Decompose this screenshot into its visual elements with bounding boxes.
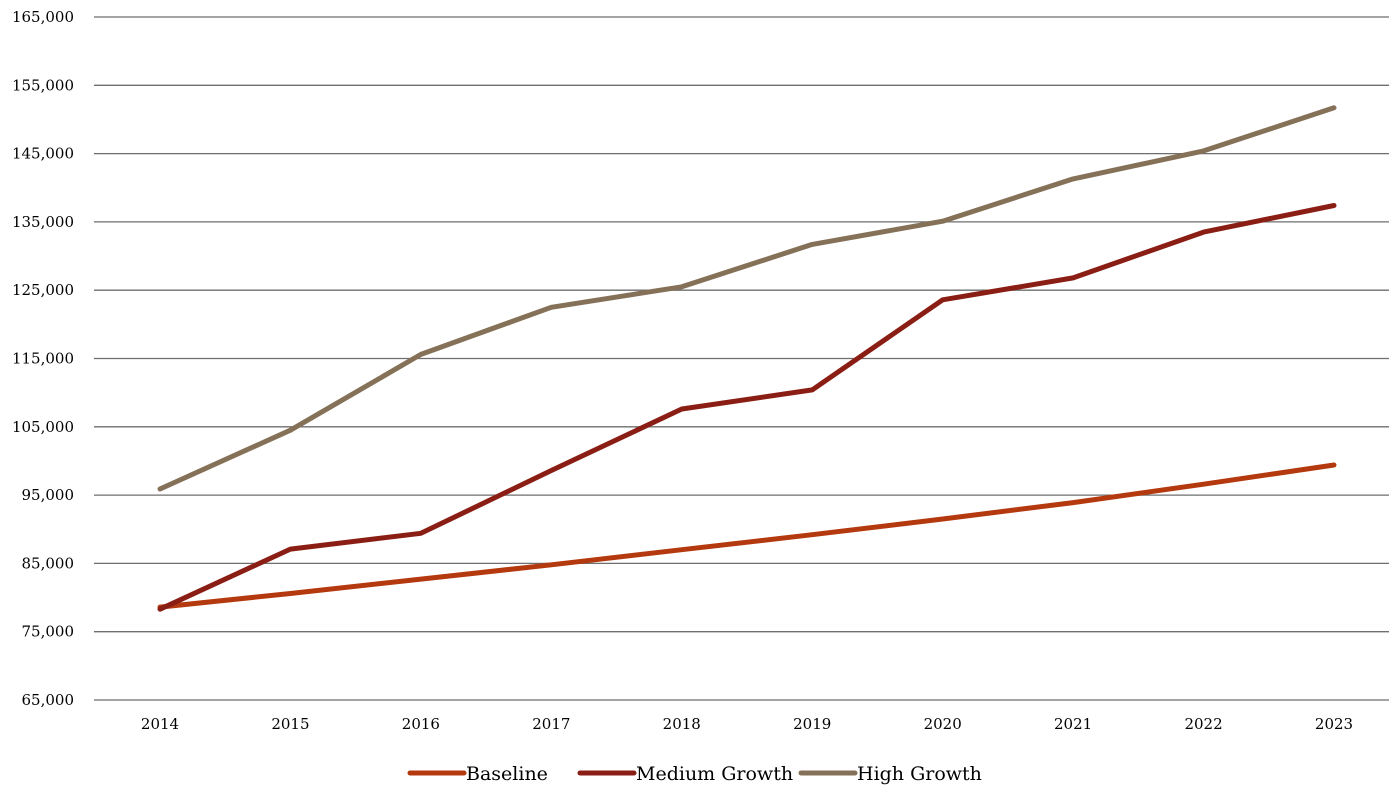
x-tick-label: 2015 bbox=[271, 715, 309, 733]
y-tick-label: 95,000 bbox=[22, 486, 75, 504]
series-line-medium-growth bbox=[157, 203, 1337, 612]
series-lines bbox=[157, 105, 1337, 612]
x-tick-label: 2018 bbox=[663, 715, 701, 733]
y-tick-label: 115,000 bbox=[12, 350, 74, 368]
x-axis-ticks: 2014 2015 2016 2017 2018 2019 2020 2021 2022 2023 bbox=[141, 715, 1353, 733]
y-tick-label: 105,000 bbox=[12, 418, 74, 436]
x-tick-label: 2014 bbox=[141, 715, 179, 733]
x-tick-label: 2017 bbox=[532, 715, 570, 733]
y-axis-ticks: 65,000 75,000 85,000 95,000 105,000 115,000 12… bbox=[12, 8, 74, 709]
y-tick-label: 125,000 bbox=[12, 281, 74, 299]
legend-label: Medium Growth bbox=[636, 763, 793, 785]
legend-label: High Growth bbox=[857, 763, 982, 785]
x-tick-label: 2019 bbox=[793, 715, 831, 733]
legend-label: Baseline bbox=[466, 763, 548, 785]
series-line-baseline bbox=[157, 462, 1337, 610]
series-line-high-growth bbox=[157, 105, 1337, 492]
y-tick-label: 75,000 bbox=[22, 623, 75, 641]
x-tick-label: 2021 bbox=[1054, 715, 1092, 733]
legend: Baseline Medium Growth High Growth bbox=[407, 763, 982, 785]
x-tick-label: 2023 bbox=[1315, 715, 1353, 733]
y-tick-label: 145,000 bbox=[12, 145, 74, 163]
x-tick-label: 2020 bbox=[924, 715, 962, 733]
gridlines bbox=[94, 16, 1389, 701]
y-tick-label: 65,000 bbox=[22, 691, 75, 709]
y-tick-label: 85,000 bbox=[22, 554, 75, 572]
y-tick-label: 165,000 bbox=[12, 8, 74, 26]
y-tick-label: 155,000 bbox=[12, 76, 74, 94]
x-tick-label: 2022 bbox=[1184, 715, 1222, 733]
x-tick-label: 2016 bbox=[402, 715, 440, 733]
y-tick-label: 135,000 bbox=[12, 213, 74, 231]
